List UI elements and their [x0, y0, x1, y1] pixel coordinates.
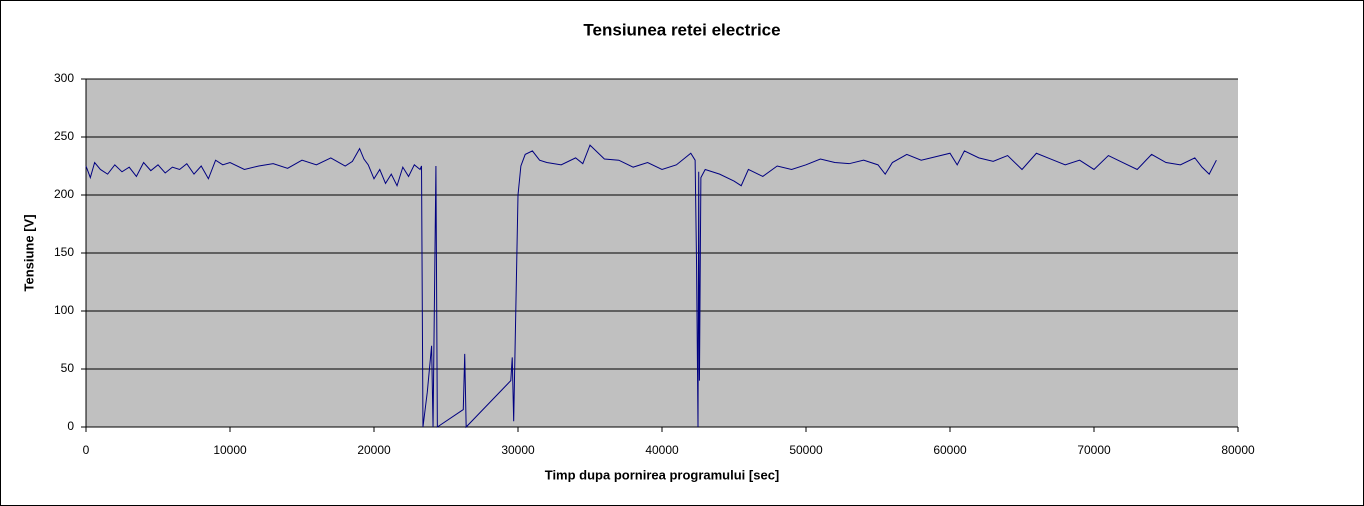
x-tick-label: 10000: [213, 443, 247, 457]
y-tick-label: 0: [67, 419, 74, 433]
chart-title: Tensiunea retei electrice: [583, 20, 780, 39]
x-tick-label: 70000: [1077, 443, 1111, 457]
y-tick-label: 100: [54, 303, 74, 317]
x-tick-label: 60000: [933, 443, 967, 457]
x-axis-label: Timp dupa pornirea programului [sec]: [545, 467, 780, 482]
x-tick-label: 30000: [501, 443, 535, 457]
x-tick-label: 40000: [645, 443, 679, 457]
y-tick-label: 250: [54, 129, 74, 143]
x-tick-label: 20000: [357, 443, 391, 457]
y-axis-label: Tensiune [V]: [21, 214, 36, 291]
y-tick-label: 200: [54, 187, 74, 201]
y-tick-label: 150: [54, 245, 74, 259]
x-tick-label: 50000: [789, 443, 823, 457]
x-tick-label: 80000: [1221, 443, 1255, 457]
data-line: [85, 144, 1217, 429]
x-tick-label: 0: [83, 443, 90, 457]
y-tick-label: 50: [61, 361, 75, 375]
y-tick-label: 300: [54, 71, 74, 85]
